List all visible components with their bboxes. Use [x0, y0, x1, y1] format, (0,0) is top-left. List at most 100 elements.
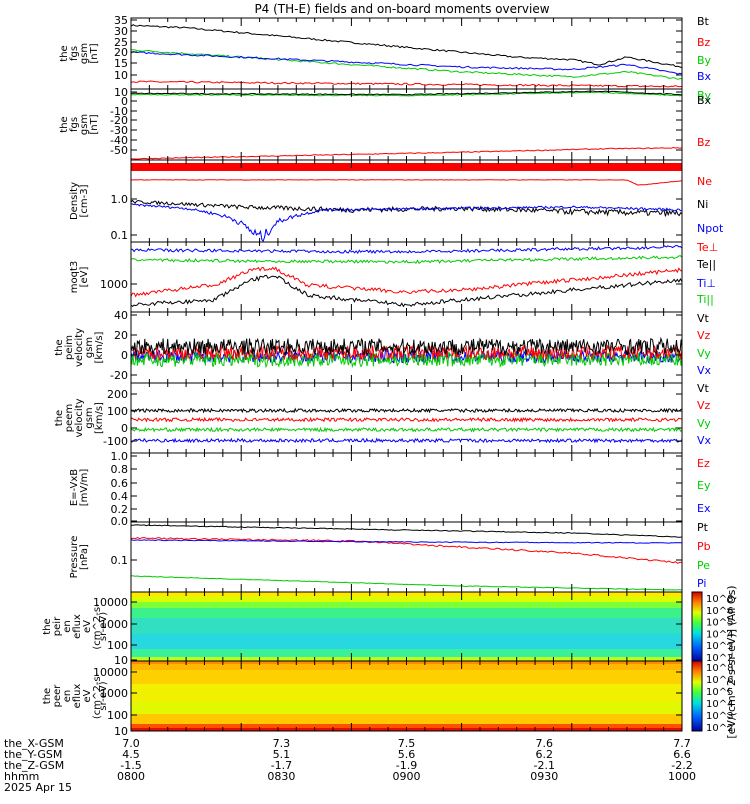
series-line-4-tiperp [130, 245, 683, 255]
ytick-label: 100 [107, 405, 128, 418]
colorbar-2 [691, 660, 703, 732]
ylabel-line: gsm [84, 337, 95, 358]
ylabel-line: [cm-3] [79, 184, 90, 217]
spectrogram-band [131, 597, 682, 602]
ytick-label: 200 [107, 388, 128, 401]
colorbar-label: [eV/(cm^2-s-sr-eV)] (All Qs) [725, 585, 738, 738]
colorbar-tick: 10^4 [706, 699, 733, 710]
legend-entry-vy: Vy [697, 347, 711, 360]
series-line-3-ne [130, 179, 683, 186]
ytick-label: 0.1 [111, 554, 129, 567]
legend-entry-npot: Npot [697, 222, 724, 235]
series-line-1-2 [131, 49, 683, 80]
spectrogram-band [131, 602, 682, 608]
legend-entry-by: By [697, 54, 712, 67]
legend-entry-by: By [697, 89, 712, 102]
ylabel-line: peem [64, 404, 75, 432]
ylabel-line: [km/s] [94, 402, 105, 434]
spectrogram-band [131, 724, 682, 728]
ylabel-line: Density [69, 182, 80, 220]
xaxis-value: 5.1 [273, 748, 291, 761]
legend-entry-ne: Ne [697, 175, 712, 188]
ytick-label: 20 [114, 329, 128, 342]
xaxis-row-label: 2025 Apr 15 [4, 781, 72, 794]
ylabel-line: peir [52, 616, 63, 636]
ytick-label: 10000 [93, 596, 128, 609]
xaxis-value: -1.9 [396, 759, 417, 772]
panel-6-ylabel: the peem velocity gsm [km/s] [54, 398, 105, 437]
xaxis-value: 7.5 [398, 737, 416, 750]
ylabel-line: fgs [69, 117, 80, 132]
panel-9-ylabel: the peir en eflux eV (cm^2-s-sr-eV) [42, 603, 109, 650]
spectrogram-band [131, 664, 682, 670]
panel-8-frame [130, 521, 683, 593]
ytick-label: 1000 [100, 618, 128, 631]
plot-title: P4 (TH-E) fields and on-board moments ov… [254, 2, 549, 16]
panel-7-frame [130, 452, 683, 523]
ytick-label: 10 [114, 69, 128, 82]
legend-entry-bt: Bt [697, 15, 710, 28]
ylabel-line: the [59, 116, 70, 132]
xaxis-value: 7.7 [673, 737, 691, 750]
ytick-label: 0.8 [111, 463, 129, 476]
xaxis-value: 0800 [117, 770, 145, 783]
ytick-label: 1000 [100, 278, 128, 291]
colorbar-tick: 10^3 [706, 711, 733, 722]
ytick-label: 35 [114, 14, 128, 27]
series-line-8-pi [130, 539, 683, 544]
ytick-label: 0 [121, 422, 128, 435]
ytick-label: -100 [103, 435, 128, 448]
ytick-label: 0.0 [111, 515, 129, 528]
ytick-label: 1.0 [111, 193, 129, 206]
series-line-3-npot [130, 203, 682, 242]
legend-entry-vt: Vt [697, 312, 710, 325]
colorbar-tick: 10^6 [706, 675, 733, 686]
legend-entry-te: Te|| [696, 258, 716, 271]
ylabel-line: Pressure [69, 536, 80, 579]
xaxis-row-label: the_Y-GSM [4, 748, 62, 761]
xaxis-value: 6.6 [673, 748, 691, 761]
panel-2-ylabel: the fgs gsm [nT] [59, 114, 100, 135]
panel-3-ylabel: Density [cm-3] [69, 182, 90, 220]
ylabel-line: [nPa] [79, 544, 90, 570]
xaxis-value: 0830 [267, 770, 295, 783]
legend-entry-ti: Ti|| [696, 293, 714, 306]
xaxis-value: -1.5 [120, 759, 141, 772]
ytick-label: -40 [110, 134, 128, 147]
panel-1-frame [130, 17, 683, 90]
series-line-1-3 [130, 51, 683, 75]
ylabel-line: the [54, 339, 65, 355]
legend-entry-vz: Vz [697, 329, 711, 342]
xaxis-value: 1000 [668, 770, 696, 783]
legend-entry-te: Te⊥ [696, 241, 718, 254]
legend-entry-ey: Ey [697, 479, 711, 492]
panel-9-spectrogram [131, 592, 682, 661]
colorbar-tick: 10^2 [706, 653, 733, 664]
ytick-label: -20 [110, 369, 128, 382]
ytick-label: 1000 [100, 687, 128, 700]
xaxis-value: -2.1 [534, 759, 555, 772]
xaxis-value: 7.6 [536, 737, 554, 750]
ylabel-line: sr-eV) [98, 681, 109, 710]
ytick-label: 1.0 [111, 450, 129, 463]
ytick-label: -20 [110, 114, 128, 127]
ylabel-line: peer [52, 684, 63, 708]
ylabel-line: en [62, 620, 73, 633]
ytick-label: 100 [107, 709, 128, 722]
series-line-4-tpar [130, 274, 683, 308]
ytick-label: 20 [114, 46, 128, 59]
spectrogram-band [131, 684, 682, 702]
ylabel-line: the [42, 618, 53, 634]
legend-entry-ex: Ex [697, 502, 711, 515]
colorbar-1 [691, 591, 703, 662]
series-line-8-pe [130, 575, 683, 591]
spectrogram-band [131, 634, 682, 649]
series-line-1-0 [130, 24, 683, 69]
xaxis-value: 0900 [393, 770, 421, 783]
panel-8-ylabel: Pressure [nPa] [69, 536, 90, 579]
ytick-label: 0 [121, 349, 128, 362]
colorbar-tick: 10^8 [706, 594, 733, 605]
series-line-6-2 [130, 416, 683, 423]
ytick-label: 10000 [93, 666, 128, 679]
